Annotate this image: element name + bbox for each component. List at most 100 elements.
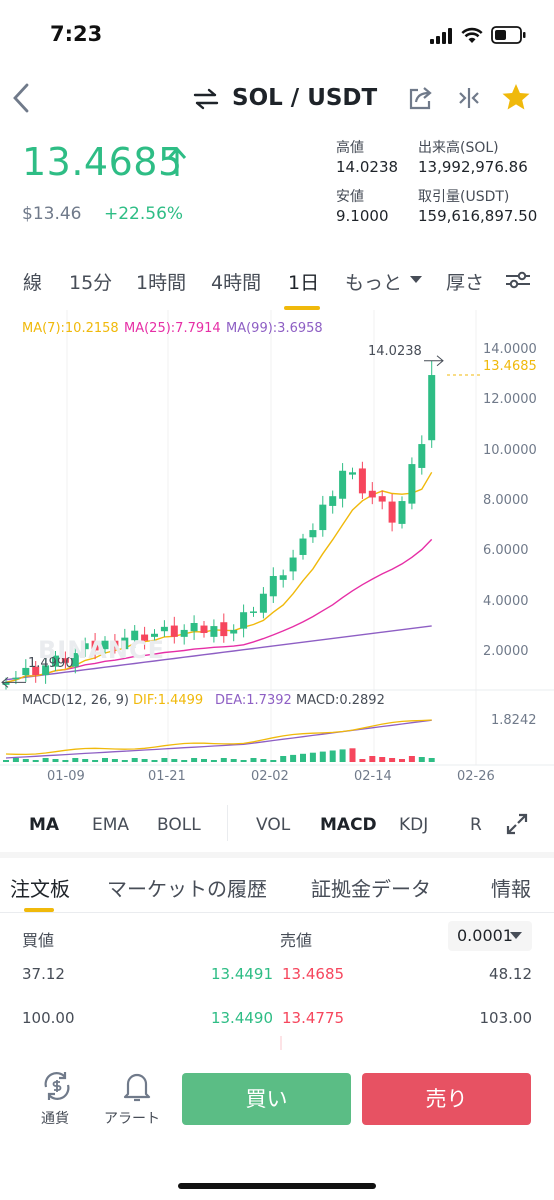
- low-label: 安値: [336, 189, 364, 205]
- last-price: 13.4685: [22, 140, 183, 184]
- currency-button[interactable]: 通貨: [30, 1070, 86, 1130]
- candle: [42, 665, 50, 676]
- macd-bar: [428, 758, 435, 762]
- candle: [279, 575, 287, 580]
- macd-bar: [260, 759, 267, 762]
- low-value: 9.1000: [336, 207, 389, 225]
- macd-axis-label: 1.8242: [491, 713, 537, 728]
- indicator-rsi[interactable]: R: [470, 815, 482, 835]
- tab-line[interactable]: 線: [23, 272, 43, 294]
- buy-button[interactable]: 買い: [182, 1073, 351, 1125]
- bid-header: 買値: [22, 931, 55, 950]
- price-axis-label: 8.0000: [483, 492, 529, 508]
- macd-bar: [220, 758, 227, 762]
- indicator-ema[interactable]: EMA: [92, 815, 130, 835]
- section-divider: [0, 912, 554, 913]
- ma25-line: [5, 538, 433, 683]
- tab-1h[interactable]: 1時間: [136, 272, 187, 294]
- macd-bar: [240, 760, 247, 762]
- candle: [81, 643, 89, 650]
- bid-quantity: 100.00: [22, 1009, 75, 1027]
- tab-15m[interactable]: 15分: [69, 272, 113, 294]
- indicator-divider: [227, 805, 228, 841]
- macd-bar: [369, 756, 376, 762]
- candle: [289, 557, 297, 572]
- macd-bar: [72, 758, 79, 762]
- ask-quantity: 103.00: [479, 1009, 533, 1027]
- macd-bar: [290, 754, 297, 762]
- ask-price: 13.4775: [282, 1009, 345, 1027]
- tab-4h[interactable]: 4時間: [211, 272, 262, 294]
- watermark: BINANCE: [38, 636, 165, 664]
- sliders-icon[interactable]: [505, 270, 531, 290]
- tab-depth[interactable]: 厚さ: [446, 272, 484, 294]
- tab-market-trades[interactable]: マーケットの履歴: [107, 877, 267, 901]
- precision-select[interactable]: 0.0001: [448, 921, 532, 951]
- volume-base-label: 出来高(SOL): [418, 140, 499, 156]
- tab-1d[interactable]: 1日: [288, 272, 320, 294]
- ask-quantity: 48.12: [489, 965, 532, 983]
- low-marker-arrow: [1, 676, 26, 688]
- timeframe-tabs: [0, 248, 554, 308]
- pair-title[interactable]: SOL / USDT: [232, 85, 378, 111]
- chart-canvas[interactable]: [0, 310, 554, 790]
- macd-bar: [171, 759, 178, 762]
- macd-bar: [92, 760, 99, 762]
- alert-button[interactable]: アラート: [104, 1070, 170, 1130]
- tab-more[interactable]: もっと: [345, 272, 403, 294]
- share-icon[interactable]: [408, 85, 434, 111]
- date-axis-label: 01-09: [47, 769, 85, 784]
- indicator-ma[interactable]: MA: [29, 815, 60, 835]
- indicator-macd[interactable]: MACD: [320, 815, 377, 835]
- macd-value: MACD:0.2892: [296, 693, 385, 708]
- swap-arrows-icon[interactable]: [193, 87, 219, 111]
- macd-bar: [52, 759, 59, 762]
- depth-bar: [280, 1036, 282, 1050]
- tab-orderbook[interactable]: 注文板: [10, 877, 70, 901]
- candle: [22, 667, 30, 676]
- dif-line: [5, 719, 432, 756]
- price-axis-label: 4.0000: [483, 593, 529, 609]
- date-axis-label: 01-21: [148, 769, 186, 784]
- candle: [329, 496, 337, 506]
- macd-bar: [309, 752, 316, 762]
- candle: [220, 622, 228, 637]
- compare-icon[interactable]: [457, 86, 481, 110]
- macd-bar: [111, 759, 118, 762]
- price-axis-label: 6.0000: [483, 543, 529, 559]
- date-axis-label: 02-26: [457, 769, 495, 784]
- candlestick-chart[interactable]: [0, 310, 554, 790]
- tab-info[interactable]: 情報: [491, 877, 531, 901]
- current-price-label: 13.4685: [483, 359, 537, 374]
- macd-bar: [191, 758, 198, 762]
- sell-button[interactable]: 売り: [362, 1073, 531, 1125]
- macd-bar: [379, 757, 386, 762]
- macd-bar: [300, 753, 306, 762]
- candle: [269, 576, 277, 597]
- macd-bar: [42, 758, 49, 762]
- indicator-kdj[interactable]: KDJ: [399, 815, 429, 835]
- tab-margin-data[interactable]: 証拠金データ: [311, 877, 431, 901]
- candle: [121, 637, 129, 650]
- macd-bar: [181, 760, 188, 762]
- back-icon[interactable]: [10, 82, 32, 114]
- indicator-vol[interactable]: VOL: [256, 815, 291, 835]
- change-percent: +22.56%: [104, 204, 184, 224]
- indicator-boll[interactable]: BOLL: [157, 815, 201, 835]
- candle: [339, 470, 347, 499]
- price-axis-label: 2.0000: [483, 643, 529, 659]
- macd-bar: [151, 760, 158, 762]
- candle: [160, 626, 168, 632]
- candle: [71, 653, 79, 667]
- star-icon[interactable]: [501, 83, 531, 112]
- macd-bar: [270, 760, 277, 762]
- bid-quantity: 37.12: [22, 965, 65, 983]
- expand-icon[interactable]: [505, 812, 529, 836]
- candle: [319, 504, 327, 531]
- macd-bar: [230, 759, 237, 762]
- volume-quote-value: 159,616,897.50: [418, 207, 538, 225]
- price-axis-label: 14.0000: [483, 342, 537, 357]
- date-axis-label: 02-14: [354, 769, 392, 784]
- currency-label: 通貨: [41, 1111, 69, 1127]
- macd-bar: [389, 758, 396, 762]
